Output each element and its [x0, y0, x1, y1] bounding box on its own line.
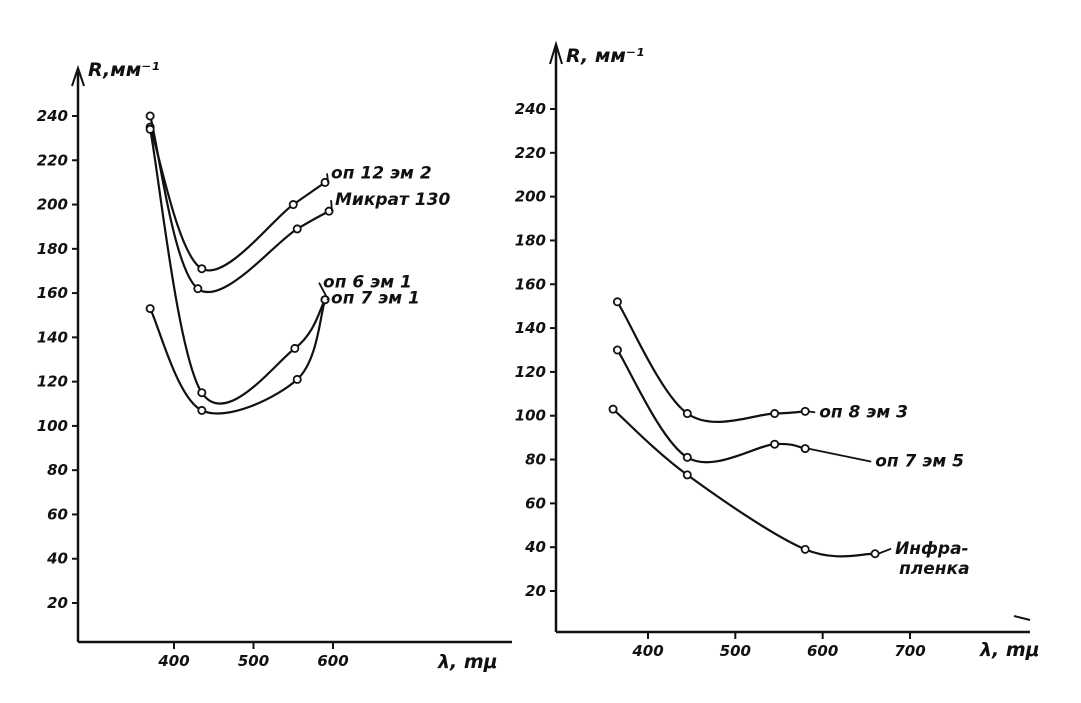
- right-data-point: [682, 409, 692, 419]
- right-data-point: [770, 409, 780, 419]
- left-series-line: [149, 114, 331, 293]
- right-data-point: [800, 544, 810, 554]
- right-x-tick-label: 500: [720, 642, 751, 660]
- left-data-point: [197, 388, 207, 398]
- right-y-tick-label: 100: [515, 407, 546, 425]
- right-series-leader: [808, 447, 872, 463]
- right-series-line: [616, 300, 807, 423]
- right-data-point: [682, 470, 692, 480]
- right-series-leader: [808, 410, 816, 414]
- right-data-point: [682, 452, 692, 462]
- right-y-tick-label: 20: [525, 582, 546, 600]
- right-chart: R, мм⁻¹ λ, mμ 20 40 60 80 100 120 140 160 180 200…: [515, 40, 1040, 661]
- left-series-label: оп 7 эм 1: [331, 289, 420, 309]
- left-y-tick-label: 120: [37, 373, 68, 391]
- left-series-leader: [326, 298, 329, 301]
- left-series-line: [149, 126, 327, 272]
- left-y-tick-label: 160: [37, 284, 68, 302]
- left-x-tick-label: 400: [157, 652, 189, 670]
- right-data-point: [800, 444, 810, 454]
- right-y-tick-label: 60: [525, 494, 546, 512]
- right-y-tick-label: 120: [515, 363, 546, 381]
- left-data-point: [320, 295, 330, 305]
- left-series-label: оп 12 эм 2: [331, 163, 432, 183]
- right-series-label: оп 8 эм 3: [819, 402, 908, 422]
- left-x-tick-label: 500: [238, 652, 269, 670]
- left-data-point: [292, 224, 302, 234]
- right-x-tick-label: 600: [807, 642, 838, 660]
- right-x-tick-label: 400: [631, 642, 663, 660]
- left-y-tick-label: 20: [47, 594, 68, 612]
- left-y-tick-label: 240: [37, 107, 68, 125]
- left-data-point: [290, 343, 300, 353]
- right-series-leader: [877, 547, 892, 555]
- right-y-tick-label: 160: [515, 275, 546, 293]
- right-y-tick-label: 220: [515, 144, 546, 162]
- left-data-point: [324, 206, 334, 216]
- left-y-tick-label: 140: [37, 328, 68, 346]
- left-y-axis-arrow-icon: [71, 64, 85, 87]
- left-series-line: [149, 298, 327, 415]
- right-x-tick-label: 700: [894, 642, 925, 660]
- right-y-axis-label: R, мм⁻¹: [566, 45, 644, 67]
- left-data-point: [320, 177, 330, 187]
- left-chart: R,мм⁻¹ λ, mμ 20 40 60 80 100 120 140 160 180 200 2…: [37, 59, 512, 673]
- right-y-tick-label: 140: [515, 319, 546, 337]
- left-x-tick-label: 600: [317, 652, 348, 670]
- right-data-point: [870, 549, 880, 559]
- left-data-point: [145, 111, 155, 121]
- right-y-tick-label: 80: [525, 451, 546, 469]
- left-y-tick-label: 40: [46, 550, 68, 568]
- right-y-tick-label: 180: [515, 231, 546, 249]
- left-x-axis-label: λ, mμ: [437, 651, 498, 673]
- right-series-label: оп 7 эм 5: [875, 452, 964, 472]
- right-series-label: Инфра-пленка: [895, 539, 969, 579]
- left-data-point: [193, 284, 203, 294]
- left-y-tick-label: 100: [37, 417, 68, 435]
- right-data-point: [608, 404, 618, 414]
- left-y-tick-label: 60: [47, 505, 68, 523]
- left-data-point: [145, 124, 155, 134]
- left-series-line: [149, 128, 327, 405]
- right-series-line: [612, 408, 877, 558]
- left-series-leader: [330, 200, 333, 212]
- right-y-tick-label: 40: [524, 538, 546, 556]
- right-x-axis-arrow-icon: [1013, 615, 1031, 621]
- left-y-tick-label: 220: [37, 151, 68, 169]
- right-data-point: [770, 439, 780, 449]
- right-y-tick-label: 240: [515, 100, 546, 118]
- right-data-point: [612, 297, 622, 307]
- right-y-axis-arrow-icon: [549, 40, 563, 65]
- left-data-point: [197, 264, 207, 274]
- left-data-point: [288, 200, 298, 210]
- left-y-tick-label: 80: [47, 461, 68, 479]
- right-x-axis-label: λ, mμ: [979, 639, 1040, 661]
- left-data-point: [197, 405, 207, 415]
- left-y-tick-label: 180: [37, 240, 68, 258]
- left-series-leader: [326, 173, 329, 183]
- left-y-axis-label: R,мм⁻¹: [88, 59, 160, 81]
- right-data-point: [612, 345, 622, 355]
- right-series-line: [616, 348, 807, 464]
- right-y-tick-label: 200: [515, 188, 546, 206]
- left-series-label: Микрат 130: [335, 190, 450, 210]
- left-data-point: [145, 304, 155, 314]
- left-series-label: оп 6 эм 1: [323, 273, 412, 293]
- left-data-point: [292, 374, 302, 384]
- right-data-point: [800, 406, 810, 416]
- left-y-tick-label: 200: [37, 196, 68, 214]
